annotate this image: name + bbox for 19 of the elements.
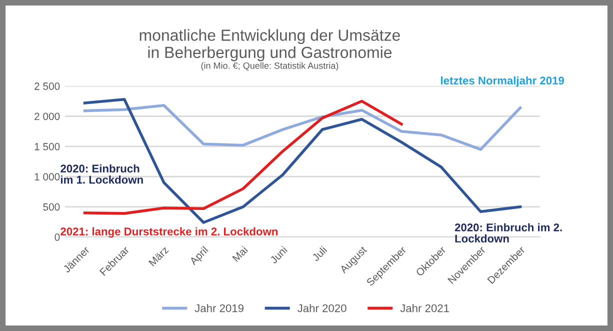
y-tick-label: 1 500 xyxy=(34,142,60,150)
y-tick-label: 2 500 xyxy=(34,82,60,90)
x-tick-label: Juni xyxy=(269,246,288,264)
y-tick-label: 0 xyxy=(54,233,60,241)
chart-title: monatliche Entwicklung der Umsätze in Beherbergung und Gastronomie xyxy=(140,29,400,62)
annotation: 2020: Einbruch im 1. Lockdown xyxy=(60,164,143,184)
x-tick-label: Mai xyxy=(232,246,248,262)
y-tick-label: 500 xyxy=(43,203,60,211)
chart-subtitle: (in Mio. €; Quelle: Statistik Austria) xyxy=(201,62,338,71)
annotation: letztes Normaljahr 2019 xyxy=(441,76,564,87)
legend-label: Jahr 2020 xyxy=(298,304,346,312)
y-tick-label: 1 000 xyxy=(34,173,60,180)
x-tick-label: Juli xyxy=(311,246,328,262)
annotation: 2021: lange Durststrecke im 2. Lockdown xyxy=(60,227,278,238)
legend-label: Jahr 2019 xyxy=(194,304,244,312)
line-series xyxy=(83,104,522,151)
annotation: 2020: Einbruch im 2. Lockdown xyxy=(454,223,562,243)
legend-label: Jahr 2021 xyxy=(400,304,449,312)
y-tick-label: 2 000 xyxy=(34,112,60,120)
